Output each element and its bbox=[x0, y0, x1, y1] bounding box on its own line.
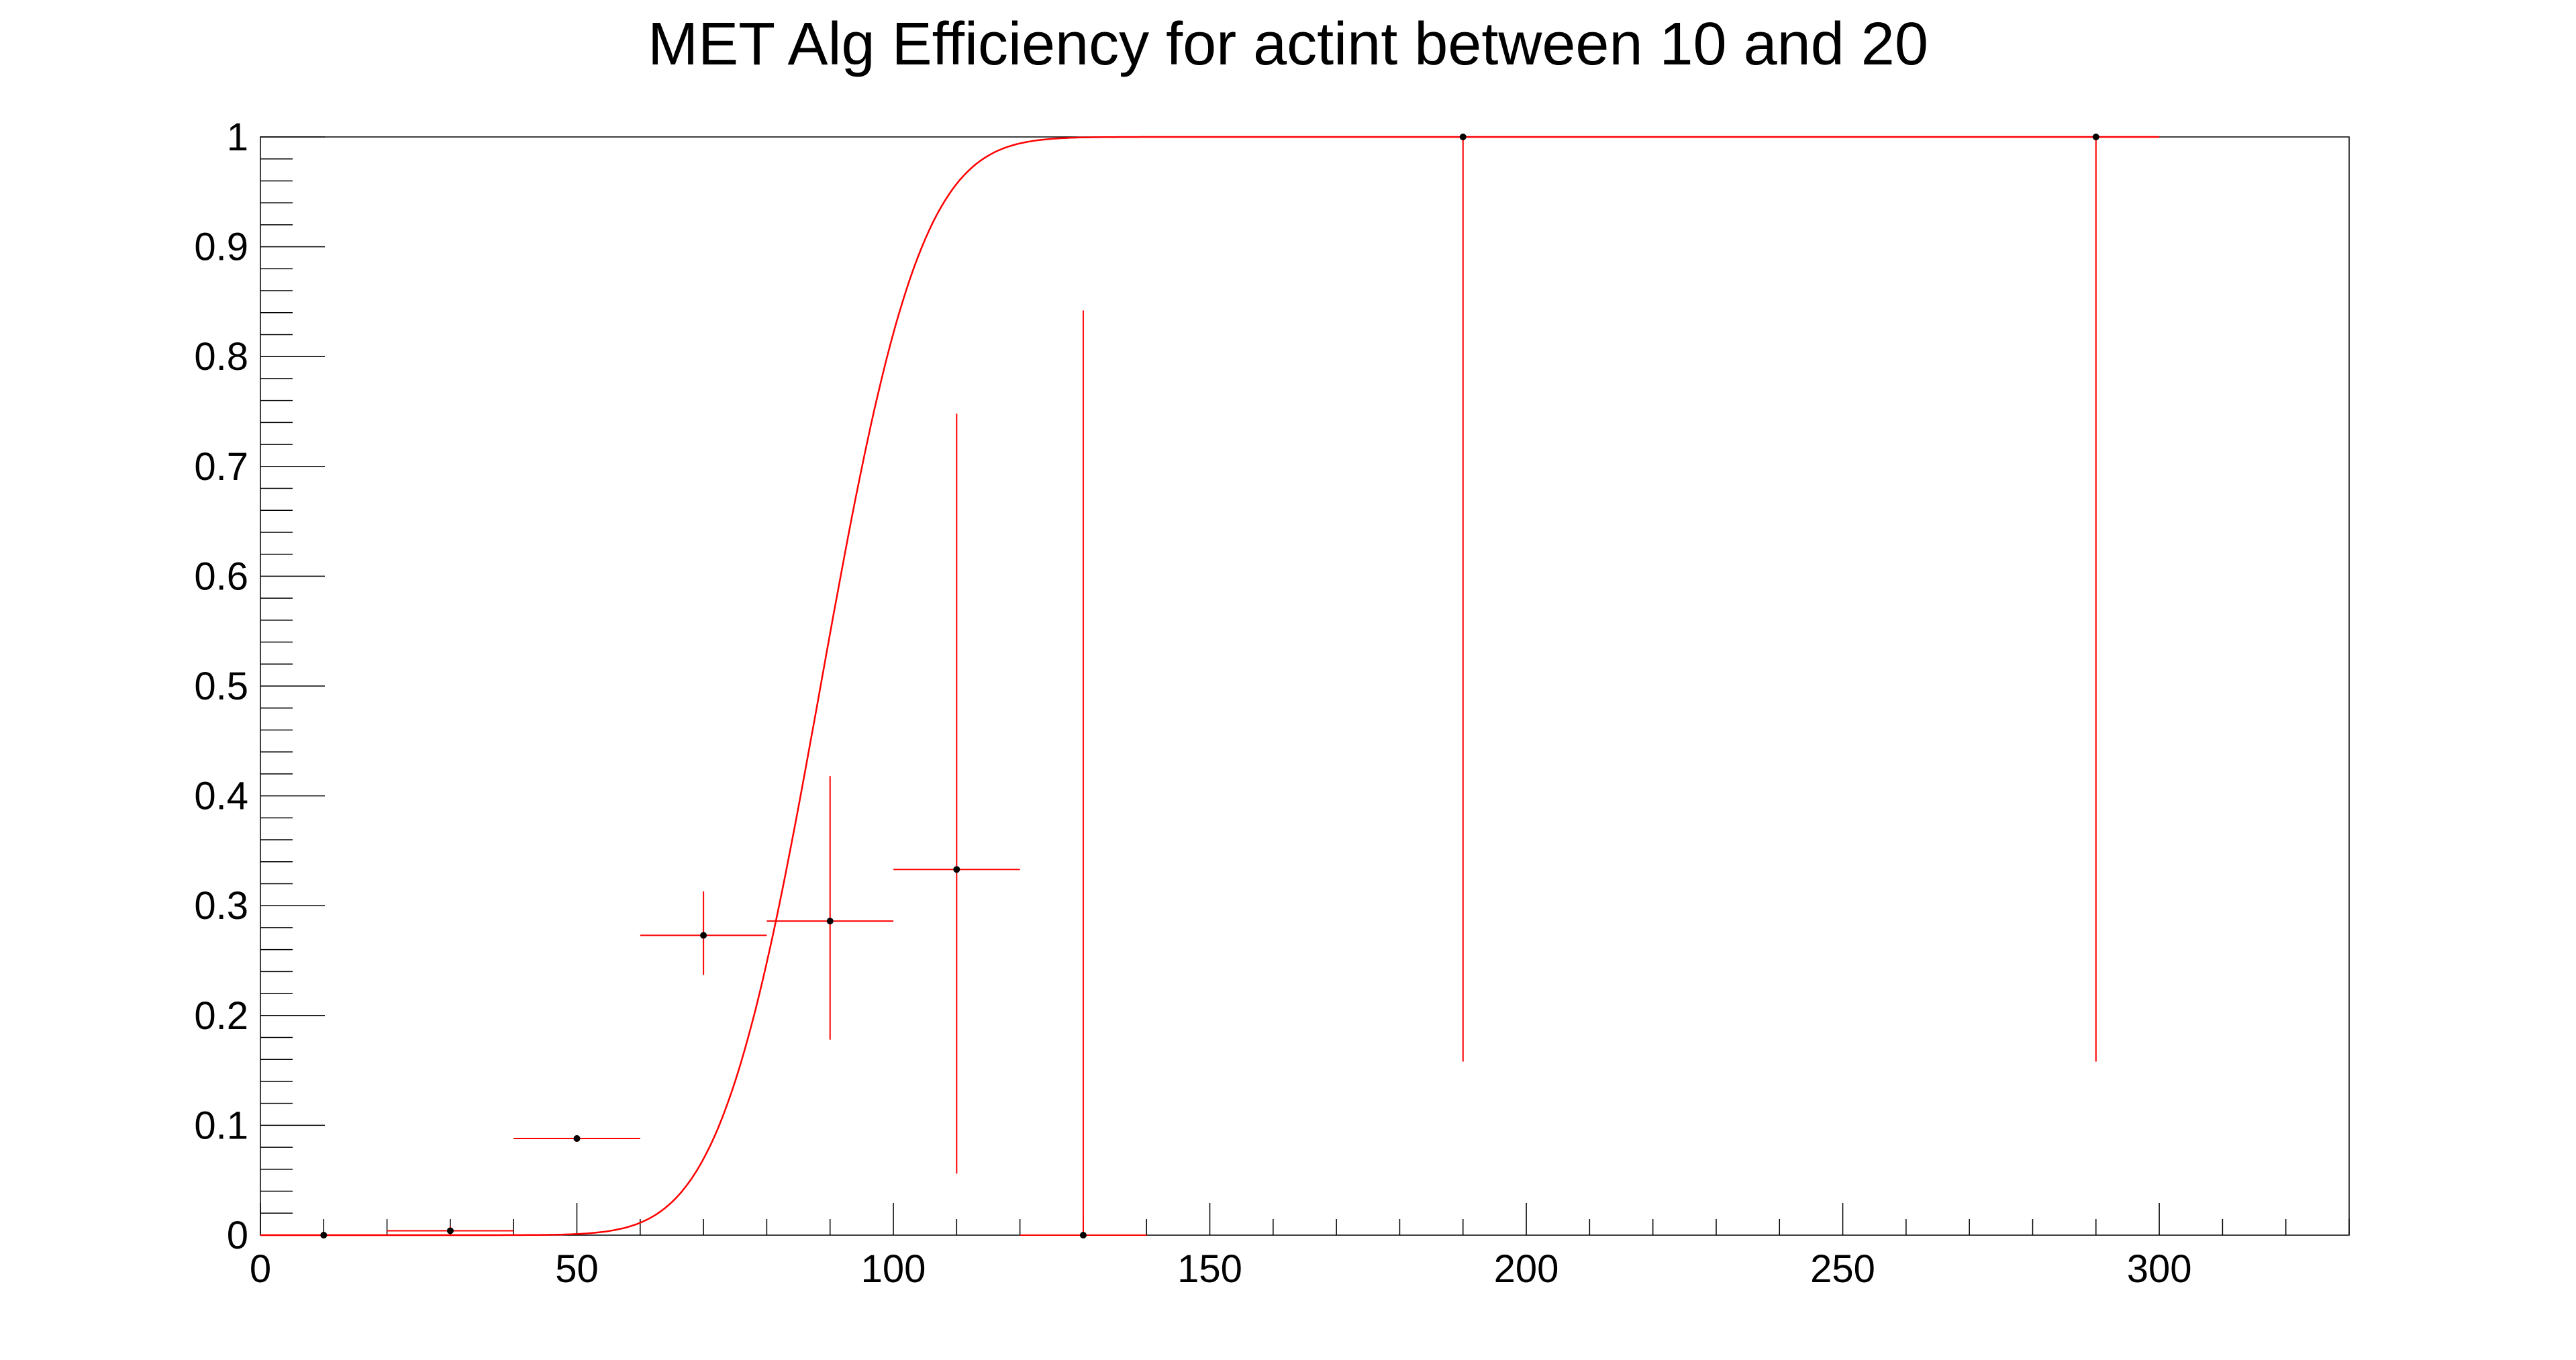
error-bars bbox=[260, 137, 2097, 1236]
x-tick-label: 200 bbox=[1494, 1247, 1559, 1291]
data-point bbox=[2092, 134, 2099, 140]
x-tick-label: 300 bbox=[2127, 1247, 2192, 1291]
y-tick-label: 0.9 bbox=[194, 226, 248, 269]
y-axis-ticks: 0 0.1 0.2 0.3 0.4 0.5 0.6 0.7 0.8 0.9 1 bbox=[194, 115, 325, 1257]
data-point bbox=[1079, 1232, 1087, 1238]
data-points bbox=[320, 134, 2099, 1238]
fit-curve bbox=[260, 136, 2160, 1236]
y-tick-label: 0.4 bbox=[194, 775, 248, 818]
fit-curve-group bbox=[260, 136, 2160, 1236]
y-tick-label: 0.5 bbox=[194, 665, 248, 708]
y-tick-label: 0.6 bbox=[194, 554, 248, 598]
x-tick-label: 100 bbox=[861, 1247, 926, 1291]
data-point bbox=[953, 866, 960, 873]
data-point bbox=[1459, 134, 1467, 140]
x-axis-ticks: 0 50 100 150 200 250 300 bbox=[250, 1203, 2192, 1291]
x-tick-label: 0 bbox=[250, 1247, 271, 1291]
data-point bbox=[573, 1135, 581, 1143]
y-tick-label: 0.3 bbox=[194, 884, 248, 928]
x-tick-label: 50 bbox=[555, 1247, 599, 1291]
x-tick-label: 150 bbox=[1177, 1247, 1242, 1291]
x-tick-label: 250 bbox=[1810, 1247, 1875, 1291]
data-point bbox=[826, 918, 834, 925]
y-tick-label: 0.7 bbox=[194, 445, 248, 489]
y-tick-label: 0 bbox=[227, 1214, 248, 1257]
data-point bbox=[320, 1232, 328, 1238]
y-tick-label: 0.1 bbox=[194, 1104, 248, 1147]
y-tick-label: 0.8 bbox=[194, 335, 248, 379]
y-tick-label: 1 bbox=[227, 115, 248, 159]
data-point bbox=[700, 932, 707, 939]
plot-frame bbox=[260, 136, 2350, 1236]
data-point bbox=[446, 1227, 454, 1234]
chart-title: MET Alg Efficiency for actint between 10… bbox=[648, 11, 1928, 78]
y-tick-label: 0.2 bbox=[194, 994, 248, 1038]
minor-ticks bbox=[260, 158, 2350, 1235]
